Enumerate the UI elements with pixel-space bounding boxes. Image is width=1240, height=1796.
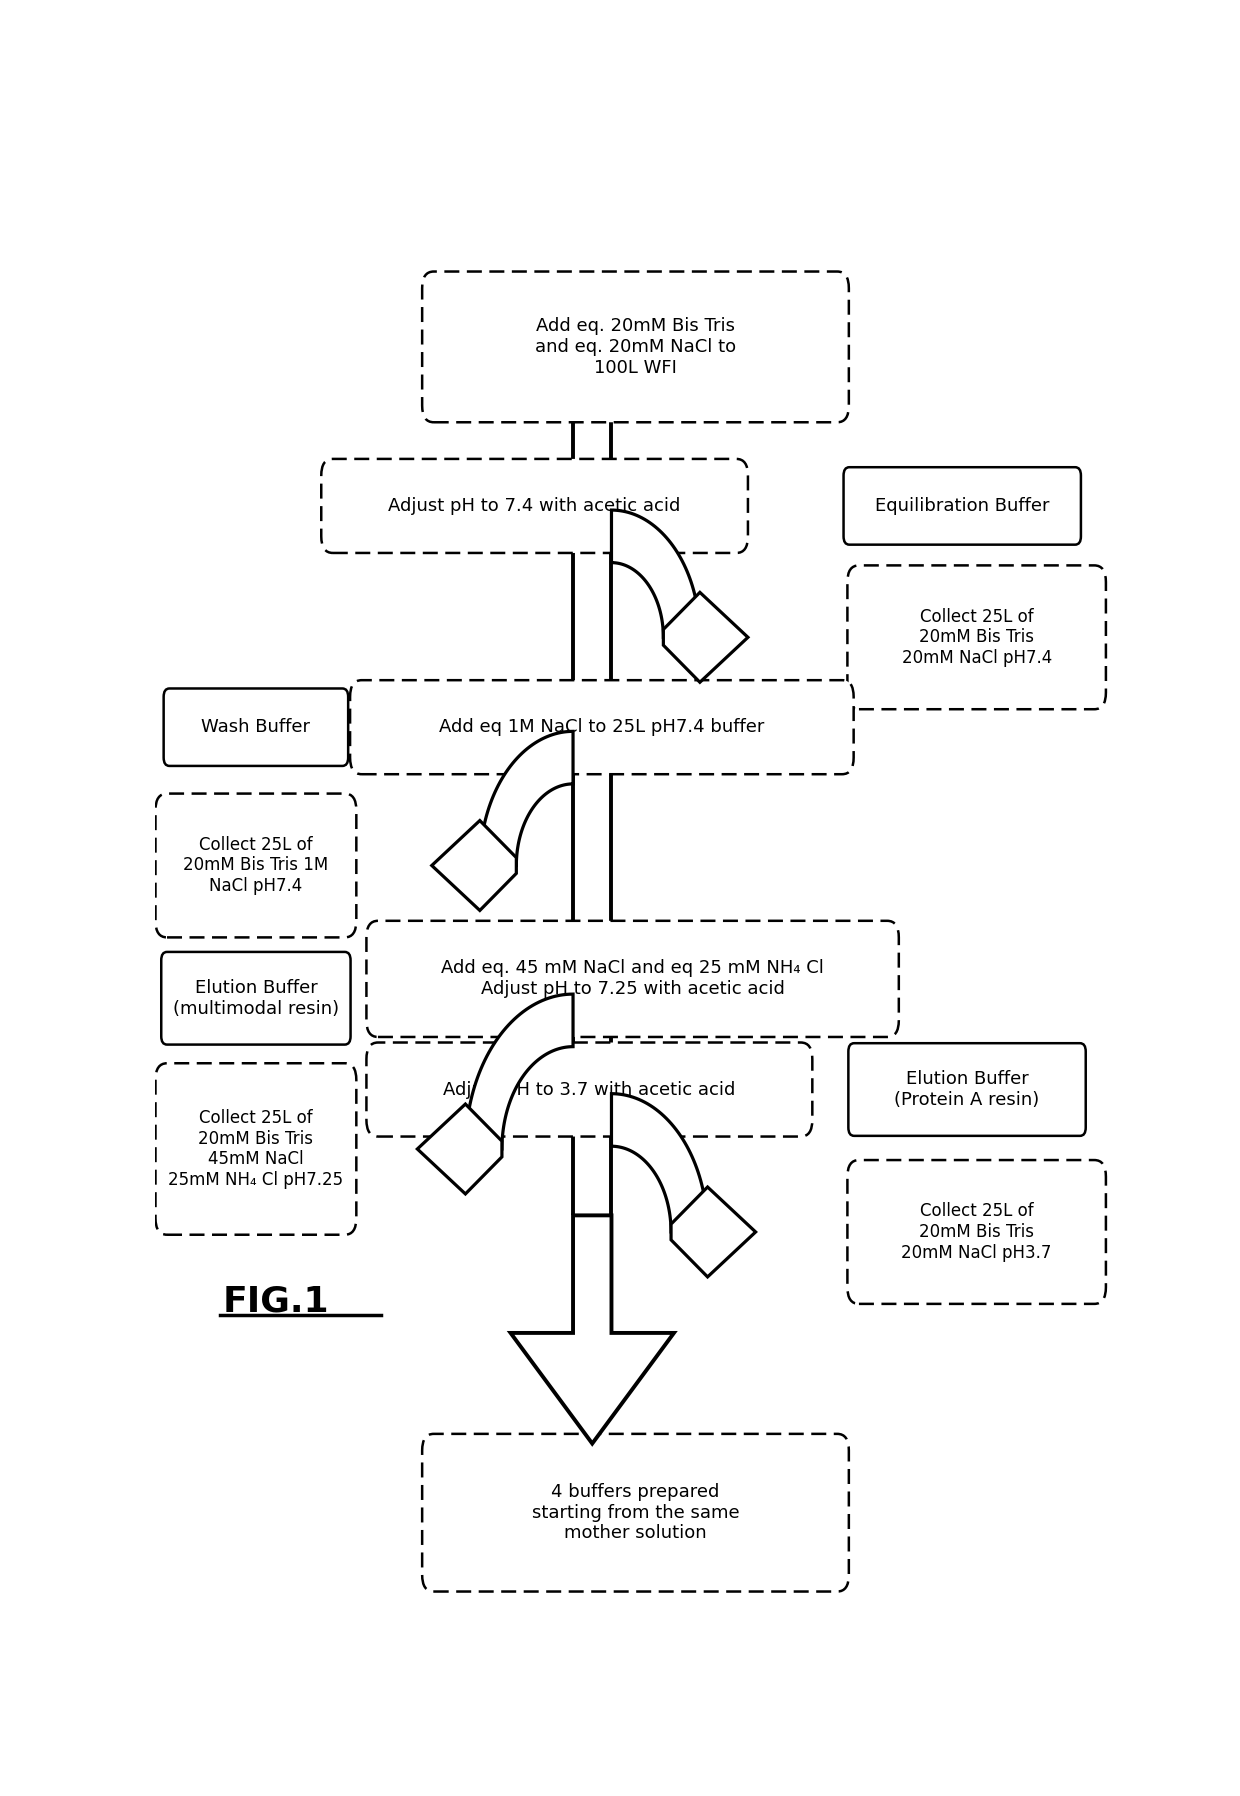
Polygon shape xyxy=(480,731,573,866)
Polygon shape xyxy=(418,1105,502,1194)
Text: Equilibration Buffer: Equilibration Buffer xyxy=(875,497,1049,515)
Text: 4 buffers prepared
starting from the same
mother solution: 4 buffers prepared starting from the sam… xyxy=(532,1483,739,1543)
Text: Collect 25L of
20mM Bis Tris
20mM NaCl pH7.4: Collect 25L of 20mM Bis Tris 20mM NaCl p… xyxy=(901,607,1052,666)
Text: Collect 25L of
20mM Bis Tris
45mM NaCl
25mM NH₄ Cl pH7.25: Collect 25L of 20mM Bis Tris 45mM NaCl 2… xyxy=(169,1108,343,1189)
FancyBboxPatch shape xyxy=(843,467,1081,544)
FancyBboxPatch shape xyxy=(321,460,748,553)
FancyBboxPatch shape xyxy=(161,952,351,1045)
FancyBboxPatch shape xyxy=(848,1043,1086,1135)
FancyBboxPatch shape xyxy=(847,1160,1106,1304)
Polygon shape xyxy=(663,593,748,682)
FancyBboxPatch shape xyxy=(847,566,1106,709)
Text: Collect 25L of
20mM Bis Tris 1M
NaCl pH7.4: Collect 25L of 20mM Bis Tris 1M NaCl pH7… xyxy=(184,835,329,894)
Text: Add eq 1M NaCl to 25L pH7.4 buffer: Add eq 1M NaCl to 25L pH7.4 buffer xyxy=(439,718,765,736)
FancyBboxPatch shape xyxy=(367,1042,812,1137)
Text: Elution Buffer
(Protein A resin): Elution Buffer (Protein A resin) xyxy=(894,1070,1039,1108)
FancyBboxPatch shape xyxy=(155,794,356,938)
Text: Adjust pH to 7.4 with acetic acid: Adjust pH to 7.4 with acetic acid xyxy=(388,497,681,515)
Polygon shape xyxy=(432,821,516,911)
Text: Collect 25L of
20mM Bis Tris
20mM NaCl pH3.7: Collect 25L of 20mM Bis Tris 20mM NaCl p… xyxy=(901,1202,1052,1263)
Text: Add eq. 45 mM NaCl and eq 25 mM NH₄ Cl
Adjust pH to 7.25 with acetic acid: Add eq. 45 mM NaCl and eq 25 mM NH₄ Cl A… xyxy=(441,959,825,999)
Polygon shape xyxy=(511,1216,675,1444)
Polygon shape xyxy=(611,1094,708,1232)
FancyBboxPatch shape xyxy=(422,1433,849,1591)
Text: FIG.1: FIG.1 xyxy=(222,1284,329,1318)
Polygon shape xyxy=(465,995,573,1149)
Text: Add eq. 20mM Bis Tris
and eq. 20mM NaCl to
100L WFI: Add eq. 20mM Bis Tris and eq. 20mM NaCl … xyxy=(534,318,737,377)
Text: Wash Buffer: Wash Buffer xyxy=(201,718,310,736)
Polygon shape xyxy=(671,1187,755,1277)
FancyBboxPatch shape xyxy=(422,271,849,422)
FancyBboxPatch shape xyxy=(164,688,348,765)
Text: Elution Buffer
(multimodal resin): Elution Buffer (multimodal resin) xyxy=(172,979,339,1018)
FancyBboxPatch shape xyxy=(155,1063,356,1234)
FancyBboxPatch shape xyxy=(350,681,853,774)
FancyBboxPatch shape xyxy=(367,921,899,1036)
Polygon shape xyxy=(611,510,699,638)
Text: Adjust pH to 3.7 with acetic acid: Adjust pH to 3.7 with acetic acid xyxy=(443,1081,735,1099)
